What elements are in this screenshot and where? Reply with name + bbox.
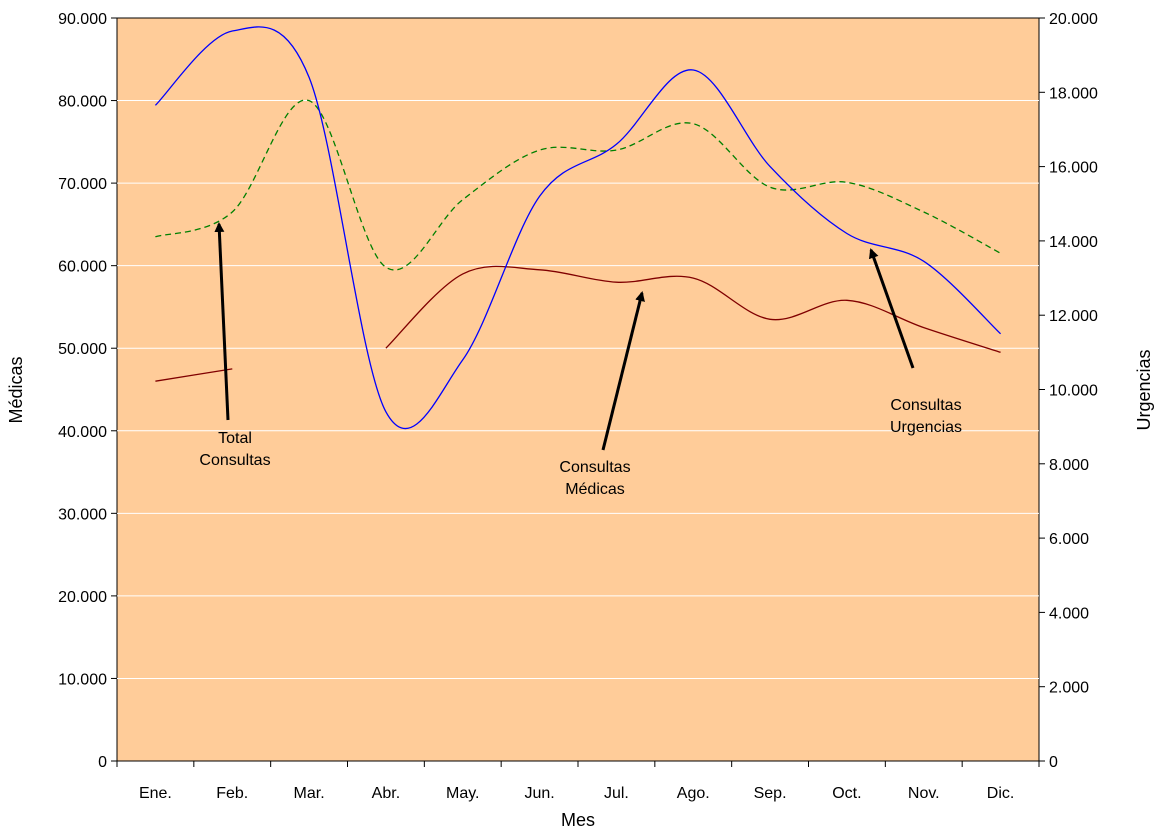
y-axis-left-title: Médicas bbox=[6, 356, 26, 423]
y-left-tick-label: 10.000 bbox=[58, 671, 107, 688]
y-right-tick-label: 8.000 bbox=[1049, 457, 1089, 474]
x-tick-label: Jun. bbox=[524, 785, 554, 802]
y-left-tick-label: 0 bbox=[98, 754, 107, 771]
y-left-tick-label: 40.000 bbox=[58, 424, 107, 441]
y-right-tick-label: 20.000 bbox=[1049, 11, 1098, 28]
x-tick-label: Ene. bbox=[139, 785, 172, 802]
x-tick-label: Abr. bbox=[372, 785, 400, 802]
annotation-arrow bbox=[601, 291, 645, 451]
y-left-tick-label: 20.000 bbox=[58, 589, 107, 606]
y-right-tick-label: 4.000 bbox=[1049, 605, 1089, 622]
x-tick-label: Mar. bbox=[294, 785, 325, 802]
y-right-tick-label: 16.000 bbox=[1049, 160, 1098, 177]
annotation-label: Total bbox=[218, 430, 252, 447]
y-right-tick-label: 18.000 bbox=[1049, 85, 1098, 102]
x-tick-label: Nov. bbox=[908, 785, 940, 802]
y-right-tick-label: 12.000 bbox=[1049, 308, 1098, 325]
axes: 0 10.000 20.000 30.000 40.000 50.000 60.000 70.… bbox=[58, 11, 1098, 802]
y-right-tick-label: 6.000 bbox=[1049, 531, 1089, 548]
x-tick-label: Dic. bbox=[987, 785, 1015, 802]
y-left-tick-label: 50.000 bbox=[58, 341, 107, 358]
gridlines bbox=[117, 100, 1039, 679]
x-tick-label: Ago. bbox=[677, 785, 710, 802]
x-tick-label: May. bbox=[446, 785, 479, 802]
x-tick-label: Feb. bbox=[216, 785, 248, 802]
y-left-tick-label: 30.000 bbox=[58, 506, 107, 523]
annotation-label: Consultas bbox=[559, 459, 630, 476]
y-left-tick-label: 70.000 bbox=[58, 176, 107, 193]
annotation-arrow bbox=[214, 222, 230, 421]
y-right-tick-label: 10.000 bbox=[1049, 383, 1098, 400]
x-tick-label: Sep. bbox=[754, 785, 787, 802]
annotations: Total Consultas Consultas Médicas Consultas U… bbox=[199, 222, 962, 498]
x-tick-label: Oct. bbox=[832, 785, 861, 802]
series-line-2 bbox=[155, 368, 233, 382]
y-right-tick-label: 0 bbox=[1049, 754, 1058, 771]
y-right-tick-label: 14.000 bbox=[1049, 234, 1098, 251]
y-axis-right-title: Urgencias bbox=[1134, 349, 1154, 430]
annotation-label: Consultas bbox=[199, 452, 270, 469]
plot-area bbox=[116, 17, 1040, 762]
annotation-label: Médicas bbox=[565, 481, 625, 498]
y-left-tick-label: 80.000 bbox=[58, 94, 107, 111]
y-right-tick-label: 2.000 bbox=[1049, 680, 1089, 697]
annotation-arrow bbox=[868, 248, 915, 369]
x-tick-label: Jul. bbox=[604, 785, 629, 802]
annotation-label: Urgencias bbox=[890, 419, 962, 436]
series-line-3 bbox=[154, 26, 1002, 430]
y-left-tick-label: 60.000 bbox=[58, 259, 107, 276]
y-left-tick-label: 90.000 bbox=[58, 11, 107, 28]
annotation-label: Consultas bbox=[890, 397, 961, 414]
x-axis-title: Mes bbox=[561, 810, 595, 830]
series-line-1 bbox=[155, 99, 1001, 271]
